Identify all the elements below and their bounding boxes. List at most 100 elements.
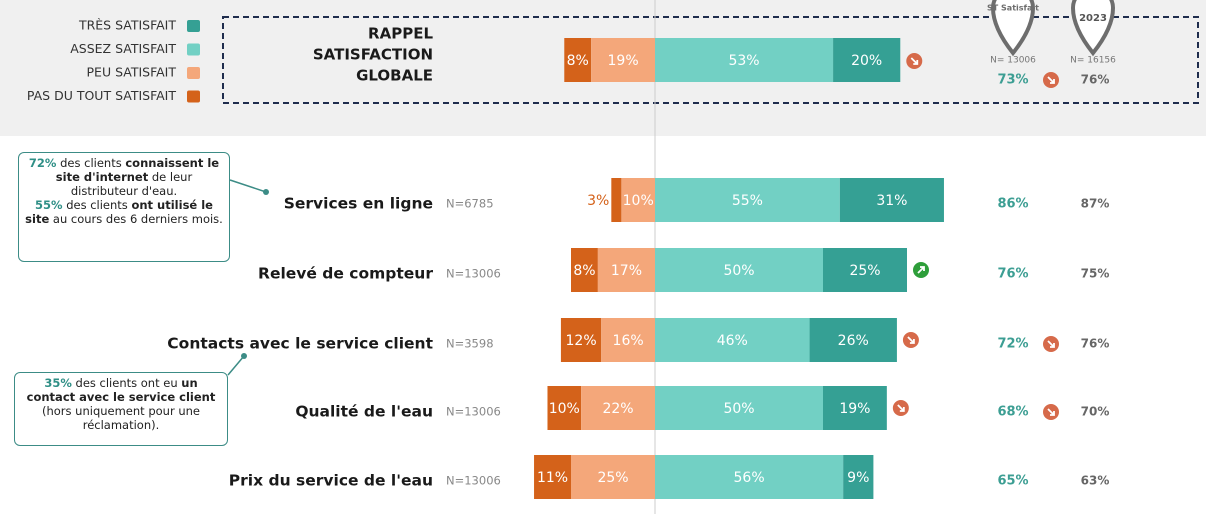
bar-segment <box>655 178 840 222</box>
prev-value: 70% <box>1081 405 1110 419</box>
callout-text: 55% <box>35 198 63 212</box>
n-label: N=3598 <box>446 337 494 351</box>
value-label: 25% <box>597 470 628 486</box>
value-label: 31% <box>876 193 907 209</box>
connector <box>227 355 245 376</box>
prev-n: N= 16156 <box>1070 56 1116 66</box>
pin <box>990 0 1036 57</box>
callout-text: 72% <box>28 156 57 170</box>
st-n: N= 13006 <box>990 56 1036 66</box>
value-label: 16% <box>613 333 644 349</box>
bar-segment <box>621 178 655 222</box>
category-label: Prix du service de l'eau <box>229 472 433 490</box>
category-label: SATISFACTION <box>313 46 433 64</box>
st-value: 76% <box>997 267 1028 282</box>
callout-text: un contact avec le service client <box>26 376 216 404</box>
value-label: 10% <box>549 401 580 417</box>
prev-value: 87% <box>1081 197 1110 211</box>
bar-segment <box>571 455 655 499</box>
prev-header: 2023 <box>1079 13 1107 24</box>
legend-label: TRÈS SATISFAIT <box>78 18 176 33</box>
n-label: N=6785 <box>446 197 494 211</box>
bar-segment <box>843 455 874 499</box>
value-label: 26% <box>838 333 869 349</box>
callout-text: 35% <box>44 376 72 390</box>
value-label: 50% <box>723 263 754 279</box>
bar-segment <box>833 38 901 82</box>
n-label: N=13006 <box>446 405 501 419</box>
trend-arrow <box>917 266 925 274</box>
legend-swatch <box>187 43 200 56</box>
bar-segment <box>839 178 944 222</box>
value-label: 50% <box>723 401 754 417</box>
bar-segment <box>571 248 598 292</box>
n-label: N=13006 <box>446 474 501 488</box>
callout-text: (hors uniquement pour une réclamation). <box>41 404 200 432</box>
trend-arrow <box>907 336 915 344</box>
st-value: 68% <box>997 405 1028 420</box>
st-value: 73% <box>997 73 1028 88</box>
legend-label: ASSEZ SATISFAIT <box>70 41 176 56</box>
legend-swatch <box>187 90 200 103</box>
value-label: 19% <box>839 401 870 417</box>
trend-arrow <box>897 404 905 412</box>
st-value: 72% <box>997 337 1028 352</box>
callout-text: des clients <box>56 156 126 170</box>
category-label: Relevé de compteur <box>258 265 433 283</box>
bar-segment <box>601 318 655 362</box>
callout-text: des clients ont eu <box>71 376 182 390</box>
prev-value: 75% <box>1081 267 1110 281</box>
legend-label: PEU SATISFAIT <box>87 65 177 80</box>
bar-segment <box>655 386 823 430</box>
bar-segment <box>823 386 887 430</box>
category-label: GLOBALE <box>356 67 433 85</box>
callout-text: ont utilisé le site <box>25 198 213 226</box>
legend-label: PAS DU TOUT SATISFAIT <box>27 88 176 103</box>
value-label: 17% <box>611 263 642 279</box>
callout-text: de leur distributeur d'eau. <box>70 170 193 198</box>
bar-segment <box>591 38 655 82</box>
legend-swatch <box>187 20 200 32</box>
bar-segment <box>611 178 622 222</box>
connector <box>229 179 267 193</box>
callout-text: connaissent le site d'internet <box>55 156 220 184</box>
value-label: 20% <box>851 53 882 69</box>
bar-segment <box>823 248 907 292</box>
value-label: 53% <box>728 53 759 69</box>
value-label: 19% <box>608 53 639 69</box>
bar-segment <box>560 318 602 362</box>
callout: 35% des clients ont eu un contact avec l… <box>14 372 228 446</box>
value-label: 25% <box>849 263 880 279</box>
bar-segment <box>581 386 655 430</box>
bar-segment <box>655 248 823 292</box>
n-label: N=13006 <box>446 267 501 281</box>
trend-arrow <box>1047 340 1055 348</box>
bar-segment <box>597 248 655 292</box>
connector-dot <box>263 189 269 195</box>
category-label: Contacts avec le service client <box>167 335 433 353</box>
callout: 72% des clients connaissent le site d'in… <box>18 152 230 262</box>
category-label: Services en ligne <box>284 195 433 213</box>
value-label: 9% <box>847 470 869 486</box>
value-label: 11% <box>537 470 568 486</box>
st-value: 86% <box>997 197 1028 212</box>
trend-arrow <box>1047 408 1055 416</box>
value-label: 56% <box>734 470 765 486</box>
value-label: 46% <box>717 333 748 349</box>
value-label: 10% <box>623 193 654 209</box>
st-value: 65% <box>997 474 1028 489</box>
bar-segment <box>547 386 582 430</box>
trend-arrow <box>1047 76 1055 84</box>
value-label: 22% <box>602 401 633 417</box>
pin <box>1070 0 1116 57</box>
bar-segment <box>655 318 810 362</box>
prev-value: 76% <box>1081 73 1110 87</box>
value-label: 3% <box>587 193 609 209</box>
bar-segment <box>564 38 592 82</box>
bar-segment <box>655 455 844 499</box>
value-label: 12% <box>566 333 597 349</box>
callout-text: des clients <box>62 198 132 212</box>
category-label: Qualité de l'eau <box>295 403 433 421</box>
